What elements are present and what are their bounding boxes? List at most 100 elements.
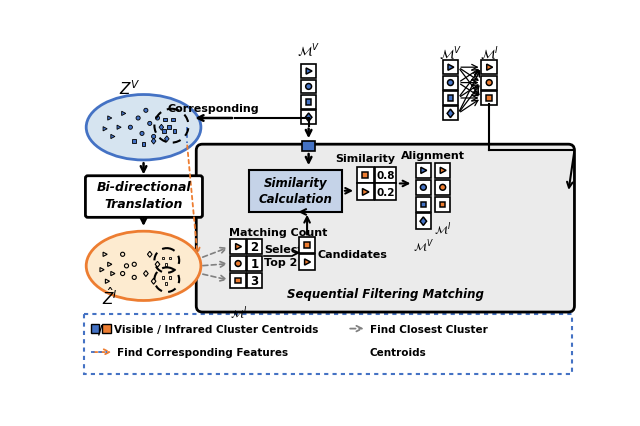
Bar: [300, 255, 315, 270]
Bar: [168, 276, 172, 279]
Bar: [374, 167, 396, 184]
Text: Alignment: Alignment: [401, 151, 465, 161]
Circle shape: [136, 117, 140, 121]
Bar: [435, 163, 451, 178]
Polygon shape: [420, 217, 427, 226]
Bar: [161, 276, 164, 279]
Text: Find Corresponding Features: Find Corresponding Features: [117, 347, 289, 357]
Circle shape: [128, 126, 132, 130]
Text: Similarity: Similarity: [335, 154, 396, 164]
Circle shape: [486, 81, 492, 86]
Bar: [230, 239, 246, 255]
Bar: [415, 163, 431, 178]
Text: Sequential Filtering Matching: Sequential Filtering Matching: [287, 287, 484, 300]
Text: Centroids: Centroids: [370, 347, 427, 357]
Polygon shape: [486, 65, 493, 71]
Text: 3: 3: [250, 274, 259, 287]
Text: $\hat{Z}^I$: $\hat{Z}^I$: [102, 286, 118, 308]
Polygon shape: [117, 126, 121, 130]
Polygon shape: [122, 112, 126, 116]
Ellipse shape: [86, 232, 201, 301]
Bar: [374, 184, 396, 201]
Bar: [171, 118, 175, 122]
Text: $Z^V$: $Z^V$: [119, 79, 141, 98]
Bar: [443, 61, 458, 75]
Bar: [246, 273, 262, 288]
Circle shape: [148, 122, 152, 126]
Text: 0.2: 0.2: [376, 187, 395, 198]
Text: Similarity
Calculation: Similarity Calculation: [259, 177, 332, 206]
Bar: [91, 325, 99, 333]
Bar: [301, 111, 316, 125]
Bar: [486, 96, 492, 101]
Circle shape: [152, 135, 156, 139]
FancyBboxPatch shape: [196, 145, 575, 312]
Bar: [164, 282, 168, 285]
Text: $\mathcal{M}^I$: $\mathcal{M}^I$: [479, 45, 499, 63]
Circle shape: [156, 117, 159, 121]
Bar: [301, 81, 316, 94]
Polygon shape: [440, 168, 446, 174]
Text: Matching Count: Matching Count: [229, 228, 327, 238]
Text: Corresponding: Corresponding: [168, 104, 259, 114]
Bar: [230, 256, 246, 272]
Bar: [246, 239, 262, 255]
Bar: [448, 96, 453, 101]
Bar: [420, 202, 426, 207]
Bar: [443, 77, 458, 90]
Bar: [443, 107, 458, 121]
Bar: [132, 140, 136, 144]
Circle shape: [447, 81, 453, 86]
Polygon shape: [305, 114, 312, 122]
Text: Find Closest Cluster: Find Closest Cluster: [370, 324, 488, 334]
Polygon shape: [362, 189, 369, 196]
Text: $\mathcal{M}^V$: $\mathcal{M}^V$: [297, 43, 320, 60]
Bar: [481, 92, 497, 106]
Text: Top 2: Top 2: [264, 257, 298, 267]
Bar: [415, 197, 431, 213]
Bar: [301, 65, 316, 79]
Bar: [163, 118, 167, 122]
Bar: [300, 238, 315, 253]
Bar: [435, 197, 451, 213]
Bar: [362, 173, 368, 178]
Polygon shape: [108, 117, 112, 121]
Bar: [415, 180, 431, 196]
Bar: [481, 61, 497, 75]
Bar: [443, 92, 458, 106]
Bar: [168, 257, 172, 260]
Bar: [230, 273, 246, 288]
Text: Bi-directional
Translation: Bi-directional Translation: [96, 181, 191, 210]
Bar: [356, 167, 374, 184]
Bar: [167, 126, 171, 130]
Text: Visible / Infrared Cluster Centroids: Visible / Infrared Cluster Centroids: [114, 324, 319, 334]
Bar: [303, 142, 315, 152]
Circle shape: [235, 261, 241, 267]
Text: 1: 1: [250, 257, 259, 271]
Text: $\mathcal{M}^I$: $\mathcal{M}^I$: [434, 220, 451, 238]
Polygon shape: [447, 110, 454, 118]
Polygon shape: [236, 244, 241, 250]
Bar: [435, 180, 451, 196]
Text: $\mathcal{M}^V$: $\mathcal{M}^V$: [413, 237, 434, 254]
Text: 0.8: 0.8: [376, 170, 395, 181]
Polygon shape: [448, 65, 454, 71]
Text: Candidates: Candidates: [318, 249, 388, 259]
Polygon shape: [151, 139, 156, 145]
Bar: [236, 278, 241, 283]
Circle shape: [140, 132, 144, 136]
Ellipse shape: [86, 95, 201, 161]
Bar: [141, 143, 145, 147]
Bar: [415, 214, 431, 229]
Circle shape: [306, 84, 312, 90]
Polygon shape: [159, 125, 164, 131]
Polygon shape: [305, 259, 310, 265]
Bar: [306, 100, 311, 105]
Text: $\mathcal{M}^V$: $\mathcal{M}^V$: [439, 45, 462, 63]
Bar: [173, 130, 177, 134]
Bar: [161, 257, 164, 260]
FancyBboxPatch shape: [249, 170, 342, 213]
Polygon shape: [111, 135, 115, 139]
Bar: [102, 325, 111, 333]
Polygon shape: [103, 127, 107, 132]
